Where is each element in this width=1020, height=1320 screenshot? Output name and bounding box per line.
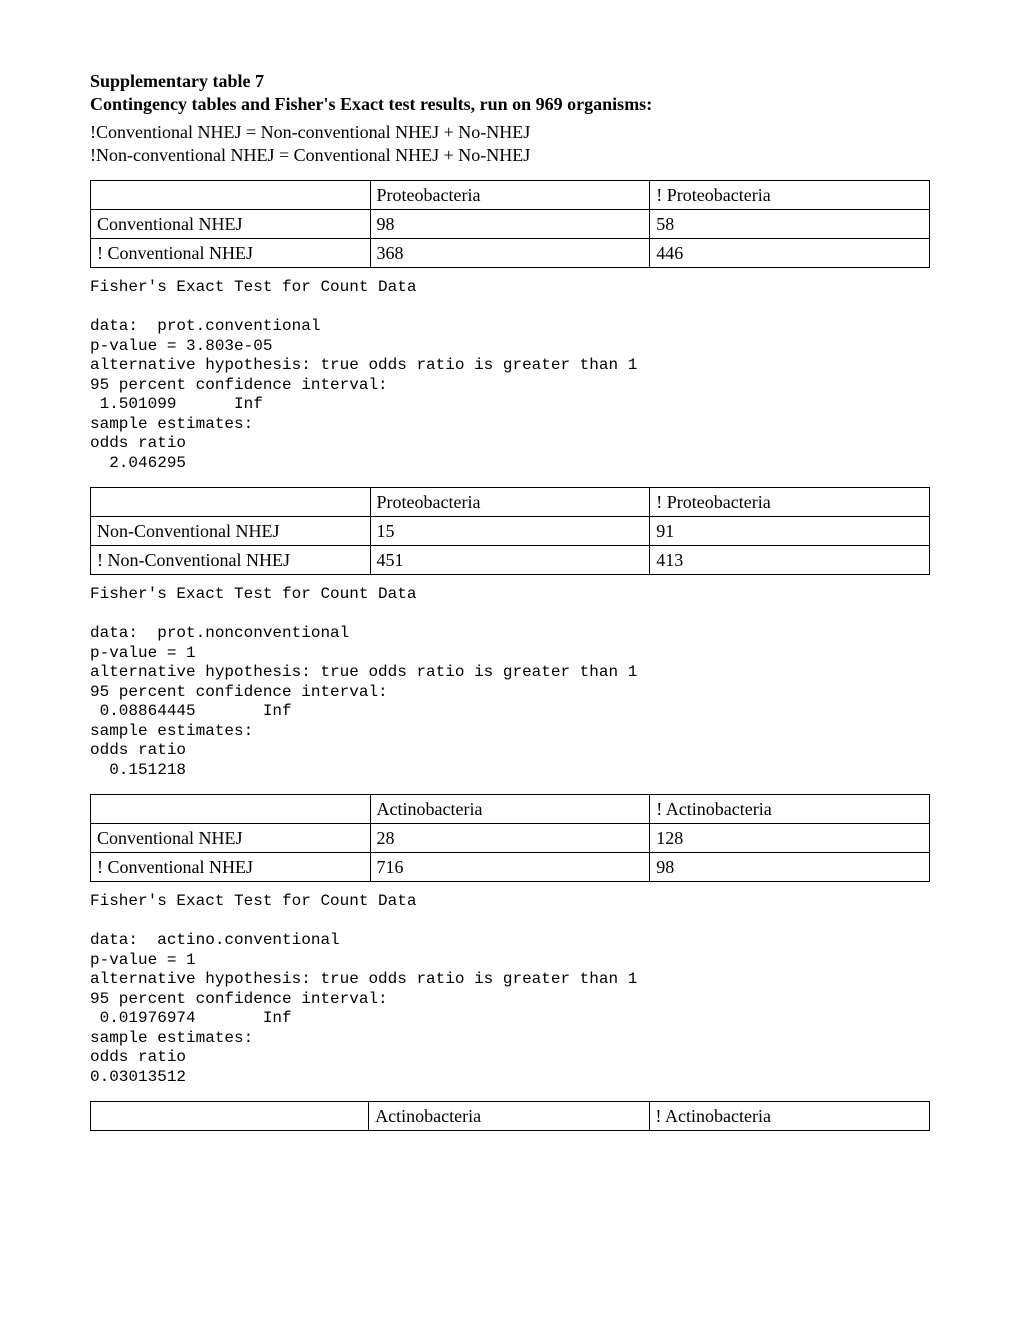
contingency-table: Proteobacteria ! Proteobacteria Conventi… [90, 180, 930, 268]
table-cell: ! Conventional NHEJ [91, 853, 371, 882]
table-cell-empty [91, 488, 371, 517]
table-cell: Conventional NHEJ [91, 824, 371, 853]
table-cell: 368 [370, 239, 650, 268]
table-cell: Actinobacteria [370, 795, 650, 824]
table-cell-empty [91, 181, 371, 210]
table-cell: ! Proteobacteria [650, 181, 930, 210]
table-row: Proteobacteria ! Proteobacteria [91, 488, 930, 517]
table-cell: ! Non-Conventional NHEJ [91, 546, 371, 575]
table-cell: 446 [650, 239, 930, 268]
table-cell: Proteobacteria [370, 488, 650, 517]
fisher-output: Fisher's Exact Test for Count Data data:… [90, 278, 930, 473]
table-cell: ! Actinobacteria [649, 1102, 929, 1131]
contingency-table: Actinobacteria ! Actinobacteria [90, 1101, 930, 1131]
table-cell: 413 [650, 546, 930, 575]
definition-line: !Conventional NHEJ = Non-conventional NH… [90, 121, 930, 144]
definition-line: !Non-conventional NHEJ = Conventional NH… [90, 144, 930, 167]
table-cell: Proteobacteria [370, 181, 650, 210]
table-cell: 451 [370, 546, 650, 575]
table-row: ! Conventional NHEJ 368 446 [91, 239, 930, 268]
table-cell: 28 [370, 824, 650, 853]
contingency-table: Proteobacteria ! Proteobacteria Non-Conv… [90, 487, 930, 575]
page-subtitle: Contingency tables and Fisher's Exact te… [90, 93, 930, 116]
page: Supplementary table 7 Contingency tables… [0, 0, 1020, 1157]
table-cell: 716 [370, 853, 650, 882]
fisher-output: Fisher's Exact Test for Count Data data:… [90, 585, 930, 780]
page-title: Supplementary table 7 [90, 70, 930, 93]
definitions: !Conventional NHEJ = Non-conventional NH… [90, 121, 930, 166]
table-cell: ! Conventional NHEJ [91, 239, 371, 268]
table-row: Actinobacteria ! Actinobacteria [91, 1102, 930, 1131]
table-row: Proteobacteria ! Proteobacteria [91, 181, 930, 210]
table-row: ! Conventional NHEJ 716 98 [91, 853, 930, 882]
table-cell: Non-Conventional NHEJ [91, 517, 371, 546]
table-row: Conventional NHEJ 28 128 [91, 824, 930, 853]
contingency-table: Actinobacteria ! Actinobacteria Conventi… [90, 794, 930, 882]
table-cell: 15 [370, 517, 650, 546]
table-cell: Conventional NHEJ [91, 210, 371, 239]
table-row: Conventional NHEJ 98 58 [91, 210, 930, 239]
table-cell: 98 [650, 853, 930, 882]
table-cell: ! Actinobacteria [650, 795, 930, 824]
fisher-output: Fisher's Exact Test for Count Data data:… [90, 892, 930, 1087]
table-row: Non-Conventional NHEJ 15 91 [91, 517, 930, 546]
table-cell-empty [91, 1102, 369, 1131]
table-cell: 58 [650, 210, 930, 239]
table-cell: ! Proteobacteria [650, 488, 930, 517]
table-row: ! Non-Conventional NHEJ 451 413 [91, 546, 930, 575]
table-cell: Actinobacteria [369, 1102, 649, 1131]
table-cell-empty [91, 795, 371, 824]
table-cell: 98 [370, 210, 650, 239]
table-row: Actinobacteria ! Actinobacteria [91, 795, 930, 824]
table-cell: 128 [650, 824, 930, 853]
table-cell: 91 [650, 517, 930, 546]
